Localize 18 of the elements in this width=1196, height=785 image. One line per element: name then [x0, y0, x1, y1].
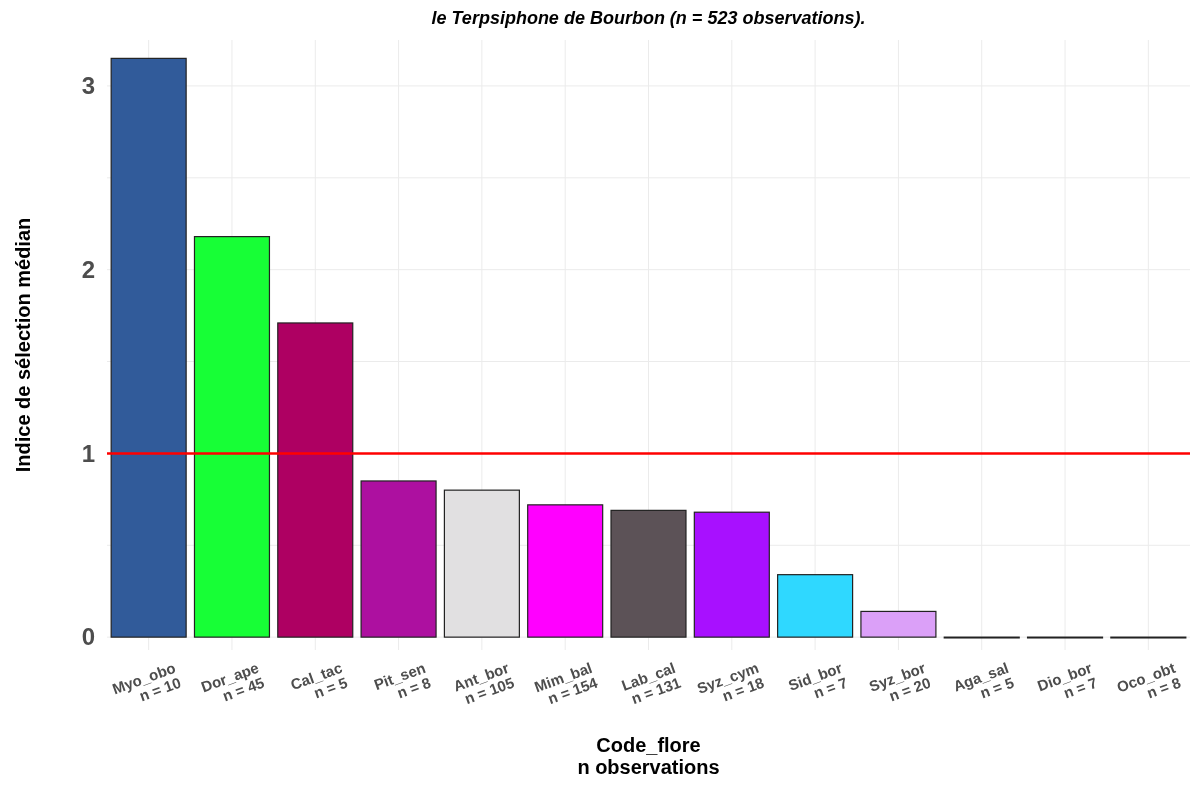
bar	[610, 509, 687, 638]
y-axis-title: Indice de sélection médian	[12, 217, 34, 473]
x-tick-label: Pit_sen n = 8	[371, 658, 433, 702]
x-axis-title: Code_flore n observations	[577, 734, 720, 778]
bar	[277, 322, 354, 638]
y-tick-label: 0	[81, 623, 95, 651]
bar	[193, 236, 271, 638]
y-tick-label: 3	[81, 72, 95, 100]
bar	[777, 574, 854, 638]
bar	[360, 480, 437, 638]
x-tick-label: Cal_tac n = 5	[288, 658, 350, 702]
bar	[693, 511, 770, 638]
y-tick-label: 1	[81, 439, 95, 467]
bar	[860, 610, 937, 638]
bar	[527, 504, 604, 638]
chart-title: le Terpsiphone de Bourbon (n = 523 observations).	[431, 8, 866, 28]
bar	[110, 57, 187, 638]
y-tick-label: 2	[81, 255, 95, 283]
